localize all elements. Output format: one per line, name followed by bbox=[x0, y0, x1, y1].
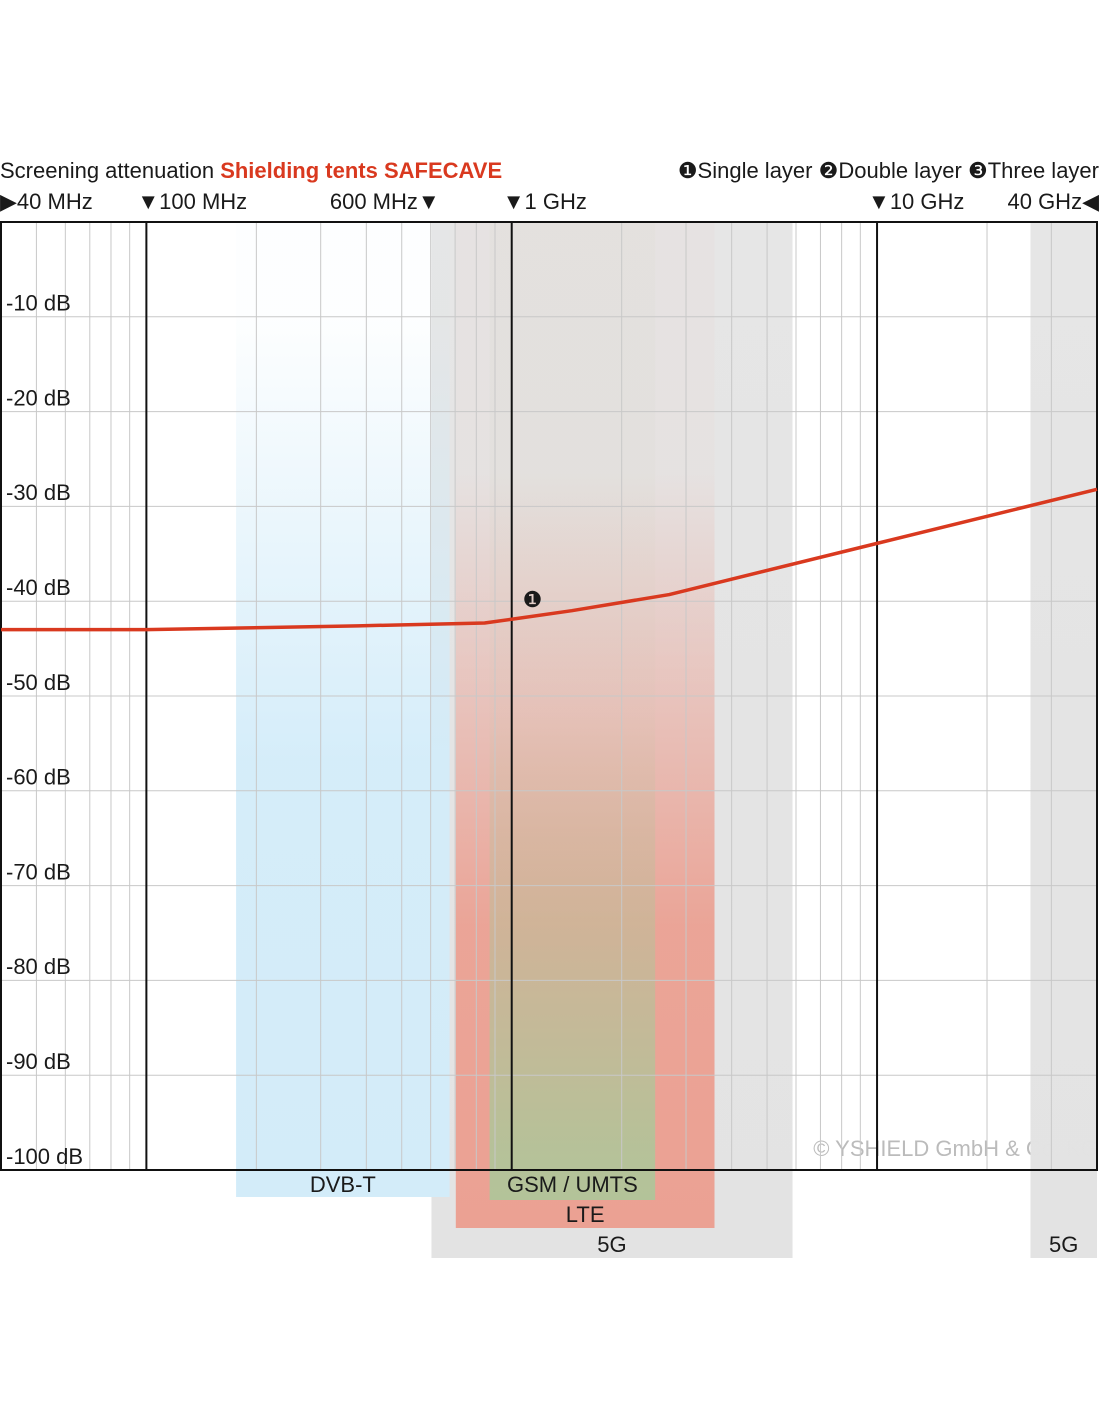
y-tick-label: -20 dB bbox=[6, 385, 71, 410]
band-label: 5G bbox=[1049, 1232, 1078, 1257]
band bbox=[236, 222, 450, 1197]
y-tick-label: -40 dB bbox=[6, 575, 71, 600]
legend-item: ❷Double layer bbox=[819, 158, 962, 183]
y-tick-label: -80 dB bbox=[6, 954, 71, 979]
x-tick-label: ▼10 GHz bbox=[868, 189, 964, 214]
y-tick-label: -70 dB bbox=[6, 859, 71, 884]
x-tick-label: 40 GHz◀ bbox=[1007, 189, 1099, 214]
series-line bbox=[1, 487, 1098, 632]
subtitle: Shielding tents SAFECAVE bbox=[220, 158, 502, 183]
band-label: DVB-T bbox=[310, 1172, 376, 1197]
x-tick-label: ▼1 GHz bbox=[503, 189, 587, 214]
legend: ❶Single layer ❷Double layer ❸Three layer bbox=[678, 158, 1099, 183]
plot-frame bbox=[0, 221, 1098, 1171]
legend-item: ❸Three layer bbox=[968, 158, 1099, 183]
y-tick-label: -10 dB bbox=[6, 291, 71, 316]
band bbox=[489, 222, 656, 1200]
band-label: 5G bbox=[597, 1232, 626, 1257]
y-tick-label: -100 dB bbox=[6, 1144, 83, 1169]
y-tick-label: -50 dB bbox=[6, 670, 71, 695]
legend-item: ❶Single layer bbox=[678, 158, 813, 183]
x-tick-label: ▶40 MHz bbox=[0, 189, 93, 214]
band-label: GSM / UMTS bbox=[507, 1172, 638, 1197]
band-label: LTE bbox=[566, 1202, 605, 1227]
chart-title: Screening attenuation Shielding tents SA… bbox=[0, 158, 502, 183]
band bbox=[1030, 222, 1097, 1258]
x-tick-label: ▼100 MHz bbox=[137, 189, 247, 214]
y-tick-label: -90 dB bbox=[6, 1049, 71, 1074]
y-tick-label: -30 dB bbox=[6, 480, 71, 505]
title: Screening attenuation bbox=[0, 158, 214, 183]
x-tick-label: 600 MHz▼ bbox=[330, 189, 440, 214]
annotation: ❶ bbox=[523, 587, 543, 612]
y-tick-label: -60 dB bbox=[6, 765, 71, 790]
